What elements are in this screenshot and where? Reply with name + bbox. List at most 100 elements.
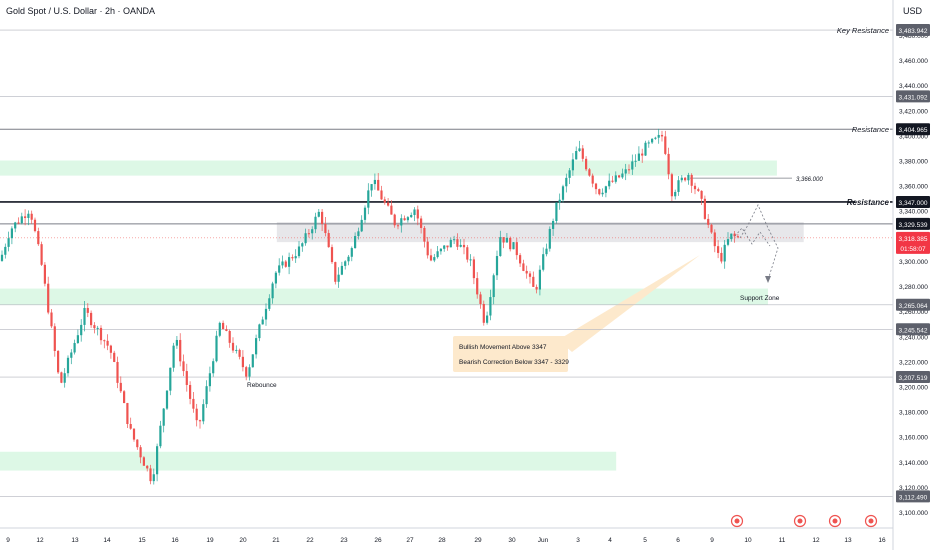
x-tick-label: 9 [6, 537, 10, 544]
annotation-line-1: Bullish Movement Above 3347 [459, 344, 547, 351]
candle-body [192, 398, 195, 409]
y-tick-label: 3,220.000 [899, 359, 928, 366]
x-tick-label: 13 [844, 537, 852, 544]
candle-body [255, 338, 258, 355]
candle-body [459, 244, 462, 247]
x-tick-label: 16 [878, 537, 886, 544]
candle-body [400, 218, 403, 226]
candle-body [472, 259, 475, 279]
annotation-box [453, 336, 568, 372]
candle-body [63, 373, 66, 383]
x-tick-label: 29 [474, 537, 482, 544]
candle-body [502, 237, 505, 243]
x-tick-label: 4 [608, 537, 612, 544]
candle-body [436, 251, 439, 258]
level-box-label-0: 3,483.942 [899, 28, 928, 35]
projection-path-alt [734, 227, 771, 247]
candle-body [710, 224, 713, 233]
level-3366-label: 3,366.000 [796, 177, 823, 183]
annotation-pointer [558, 255, 700, 352]
candle-body [568, 170, 571, 178]
candle-body [17, 222, 20, 224]
candle-body [410, 214, 413, 218]
x-tick-label: 19 [206, 537, 214, 544]
candle-body [14, 222, 17, 229]
support-zone-2 [0, 451, 617, 471]
candle-body [70, 352, 73, 358]
candle-body [258, 324, 261, 339]
candle-body [525, 270, 528, 274]
candle-body [307, 233, 310, 235]
candle-body [370, 184, 373, 191]
candle-body [33, 219, 37, 232]
candle-body [479, 294, 482, 304]
candle-body [380, 190, 383, 200]
candle-body [700, 190, 703, 199]
candle-body [261, 319, 264, 325]
level-box-7 [896, 371, 930, 384]
candle-body [631, 161, 634, 170]
x-tick-label: 16 [171, 537, 179, 544]
projection-arrow-icon [765, 276, 771, 283]
candle-body [268, 298, 271, 309]
candle-body [53, 326, 56, 351]
candle-body [354, 236, 357, 249]
candle-body [321, 211, 324, 225]
candle-body [717, 246, 720, 253]
candle-body [429, 255, 433, 261]
candle-body [390, 205, 393, 215]
candle-body [106, 340, 109, 346]
level-box-label-7: 3,207.519 [899, 375, 928, 382]
candle-body [624, 169, 627, 174]
candle-body [591, 175, 594, 184]
candle-body [0, 254, 4, 261]
level-box-8 [896, 490, 930, 503]
candle-body [594, 183, 598, 190]
x-tick-label: Jun [538, 537, 549, 544]
y-tick-label: 3,380.000 [899, 159, 928, 166]
candle-body [357, 231, 360, 237]
candle-body [83, 307, 86, 325]
y-tick-label: 3,400.000 [899, 133, 928, 140]
candle-body [37, 231, 40, 245]
candle-body [149, 468, 152, 482]
candle-body [334, 262, 337, 282]
candle-body [420, 218, 423, 228]
candle-body [347, 256, 350, 262]
candle-body [509, 237, 512, 250]
candle-body [327, 233, 330, 248]
candle-body [159, 425, 162, 447]
candle-body [182, 361, 185, 372]
candle-body [228, 330, 231, 343]
y-tick-label: 3,100.000 [899, 510, 928, 517]
candle-body [545, 248, 548, 255]
annotation-line-2: Bearish Correction Below 3347 - 3329 [459, 359, 569, 366]
x-tick-label: 12 [36, 537, 44, 544]
candle-body [291, 257, 294, 259]
x-tick-label: 5 [643, 537, 647, 544]
projection-path [739, 204, 779, 281]
candle-body [621, 173, 624, 178]
level-label-0: Key Resistance [837, 26, 889, 35]
candle-body [208, 373, 211, 387]
candle-body [301, 243, 304, 247]
candle-body [581, 148, 584, 159]
level-label-2: Resistance [852, 125, 889, 134]
x-tick-label: 22 [306, 537, 314, 544]
candle-body [453, 239, 456, 241]
candle-body [690, 174, 693, 186]
candle-body [297, 246, 301, 257]
candle-body [578, 148, 581, 152]
y-tick-label: 3,180.000 [899, 410, 928, 417]
current-price-box [896, 231, 930, 254]
candle-body [90, 312, 93, 326]
candle-body [241, 356, 244, 368]
level-box-label-4: 3,329.539 [899, 222, 928, 229]
level-box-label-8: 3,112.490 [899, 494, 928, 501]
candle-body [156, 446, 159, 475]
candle-body [733, 233, 736, 237]
candle-body [489, 297, 492, 316]
candle-body [486, 315, 489, 323]
candle-body [165, 390, 169, 409]
